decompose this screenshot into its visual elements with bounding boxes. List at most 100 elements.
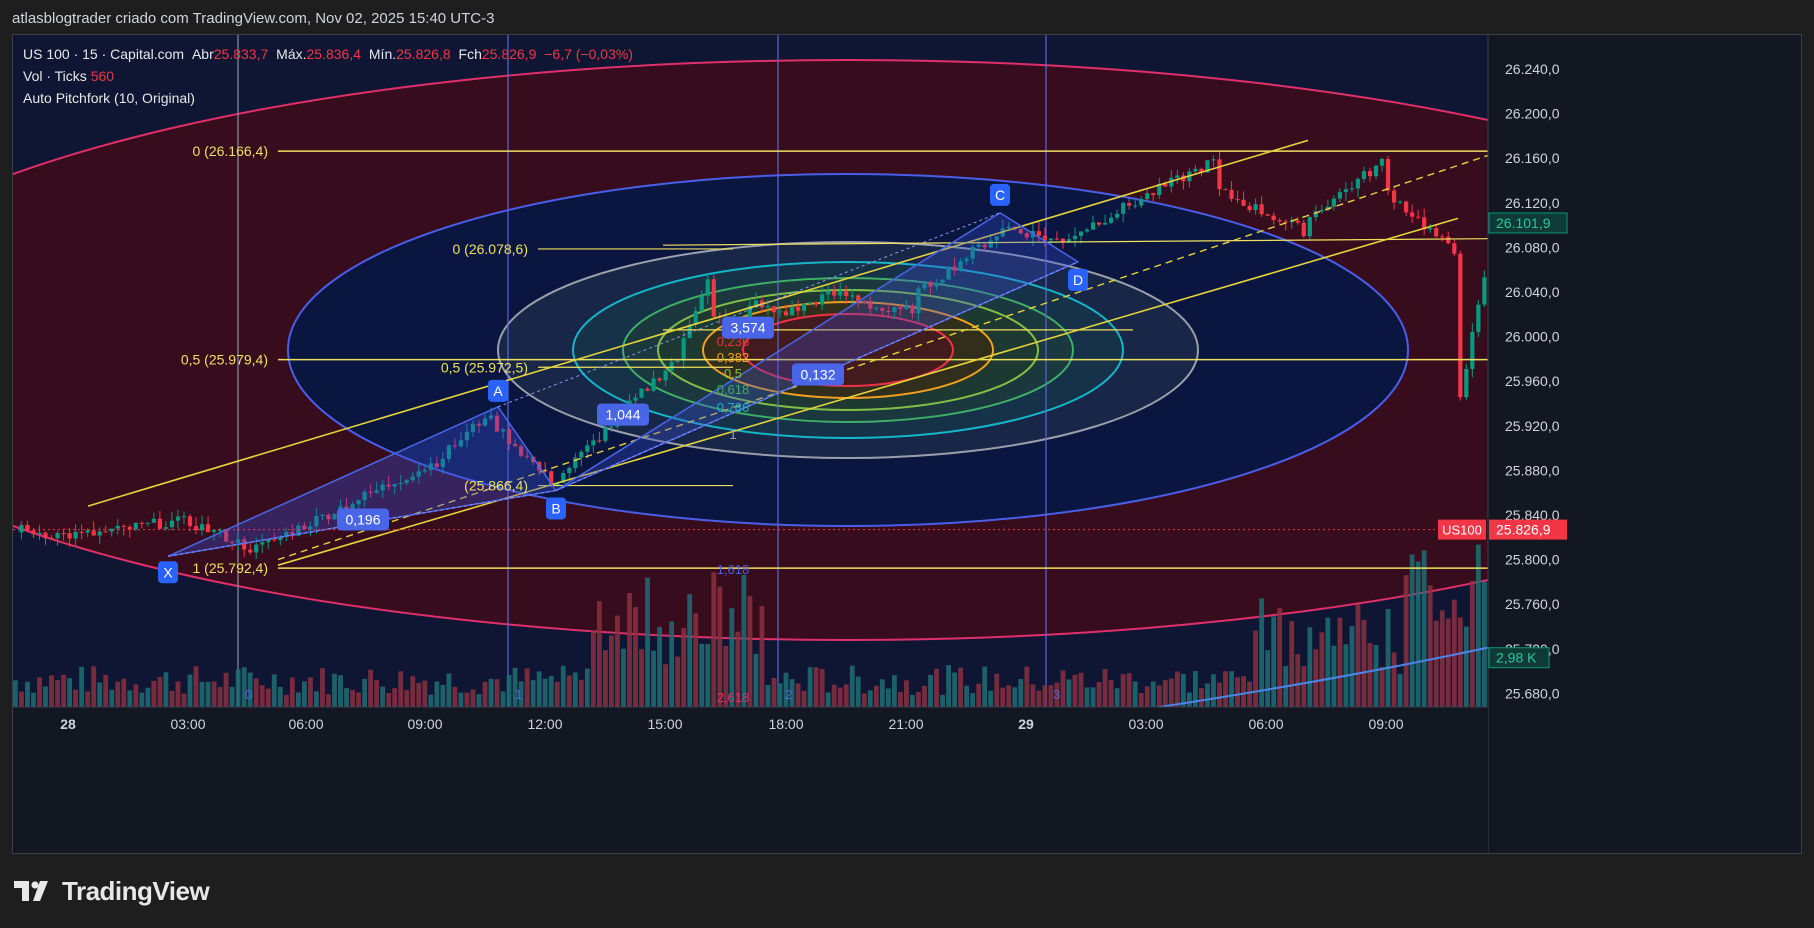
candle-body <box>777 311 783 313</box>
volume-bar <box>301 681 307 707</box>
candle-body <box>398 483 403 485</box>
chart-panel[interactable]: 0 (26.166,4) 0,5 (25.979,4) 1 (25.792,4) 0 … <box>12 34 1802 854</box>
volume-bar <box>1331 645 1337 707</box>
candle-body <box>1036 231 1041 236</box>
volume-bar <box>831 684 837 707</box>
candle-body <box>1121 203 1126 214</box>
low-label: Mín. <box>368 46 397 62</box>
candle-body <box>1259 204 1264 215</box>
candle-body <box>886 311 891 313</box>
candle-body <box>1024 233 1029 238</box>
candle-body <box>1084 229 1090 232</box>
volume-bar <box>1229 671 1234 707</box>
candle-body <box>482 418 488 426</box>
close-label: Fch <box>458 46 482 62</box>
candle-body <box>284 531 289 537</box>
candle-body <box>133 522 138 530</box>
candle-body <box>789 306 795 316</box>
circle-level-label: 0,786 <box>717 400 750 415</box>
candle-body <box>266 539 271 543</box>
candle-body <box>651 378 656 391</box>
candle-body <box>645 388 650 391</box>
volume-bar <box>404 690 410 707</box>
ratio-badge-label: 3,574 <box>730 320 765 336</box>
volume-badge-label: 2,98 K <box>1496 650 1537 666</box>
candle-body <box>236 539 241 544</box>
volume-bar <box>693 613 699 707</box>
volume-bar <box>1186 692 1192 707</box>
candle-body <box>597 440 602 442</box>
volume-bar <box>1379 666 1385 707</box>
tradingview-logo[interactable]: TradingView <box>14 876 210 907</box>
candle-body <box>1090 222 1096 230</box>
volume-bar <box>1373 645 1379 707</box>
candle-body <box>994 236 999 241</box>
volume-bar <box>356 692 361 707</box>
candle-body <box>43 532 48 539</box>
candle-body <box>687 324 692 339</box>
candle-body <box>410 476 415 481</box>
time-axis <box>13 707 1488 853</box>
volume-bar <box>729 608 735 707</box>
volume-bar <box>1439 610 1445 707</box>
pattern-point-badge <box>488 379 508 402</box>
volume-bar <box>723 645 729 707</box>
circle-level-label: 1 <box>729 427 736 442</box>
candle-body <box>127 526 132 530</box>
candle-body <box>1301 222 1306 237</box>
candle-body <box>434 463 439 468</box>
volume-bar <box>1391 652 1397 707</box>
candle-body <box>1458 253 1463 398</box>
candle-body <box>91 530 96 536</box>
volume-bar <box>687 594 693 707</box>
candle-body <box>290 531 295 536</box>
volume-bar <box>916 692 921 707</box>
candle-body <box>73 531 78 539</box>
candle-body <box>1464 368 1469 398</box>
circle-level-label: 0,382 <box>717 350 750 365</box>
time-axis-label: 09:00 <box>1368 716 1403 732</box>
candle-body <box>19 524 24 533</box>
candle-body <box>404 480 409 484</box>
ratio-badge <box>792 363 844 386</box>
candle-body <box>85 530 90 533</box>
volume-bar <box>265 688 271 707</box>
volume-bar <box>1475 544 1481 707</box>
candle-body <box>1307 217 1312 237</box>
indicator-label[interactable]: Auto Pitchfork (10, Original) <box>23 90 195 106</box>
moving-average-line <box>1153 646 1488 707</box>
volume-bar <box>982 666 988 707</box>
candle-body <box>1006 226 1011 229</box>
volume-bar <box>85 691 91 707</box>
volume-label[interactable]: Vol · Ticks <box>23 68 87 84</box>
candle-body <box>242 539 247 550</box>
time-marker-label: 2 <box>785 687 792 702</box>
open-value: 25.833,7 <box>213 46 269 62</box>
volume-bar <box>91 666 97 707</box>
ratio-badge-label: 0,132 <box>800 367 835 383</box>
volume-bar <box>61 674 66 707</box>
candle-body <box>1235 198 1240 200</box>
volume-bar <box>651 650 656 707</box>
volume-bar <box>362 678 367 707</box>
volume-bar <box>1084 687 1090 707</box>
volume-bar <box>103 674 109 707</box>
symbol-info[interactable]: US 100 · 15 · Capital.com <box>23 46 185 62</box>
volume-bar <box>1048 685 1054 707</box>
current-price-badge <box>1488 212 1568 234</box>
candle-body <box>1476 304 1481 332</box>
volume-bar <box>344 688 349 707</box>
volume-bar <box>139 692 145 707</box>
candle-body <box>1410 212 1415 217</box>
candle-body <box>31 530 36 535</box>
volume-bar <box>253 678 259 707</box>
volume-bar <box>669 621 675 707</box>
volume-bar <box>928 674 933 707</box>
volume-bar <box>807 667 813 707</box>
volume-bar <box>145 687 151 707</box>
volume-bar <box>1337 617 1343 707</box>
chart-canvas[interactable]: 0 (26.166,4) 0,5 (25.979,4) 1 (25.792,4) 0 … <box>13 35 1802 854</box>
candle-body <box>525 455 530 457</box>
candle-body <box>1253 204 1258 211</box>
volume-bar <box>645 577 650 707</box>
